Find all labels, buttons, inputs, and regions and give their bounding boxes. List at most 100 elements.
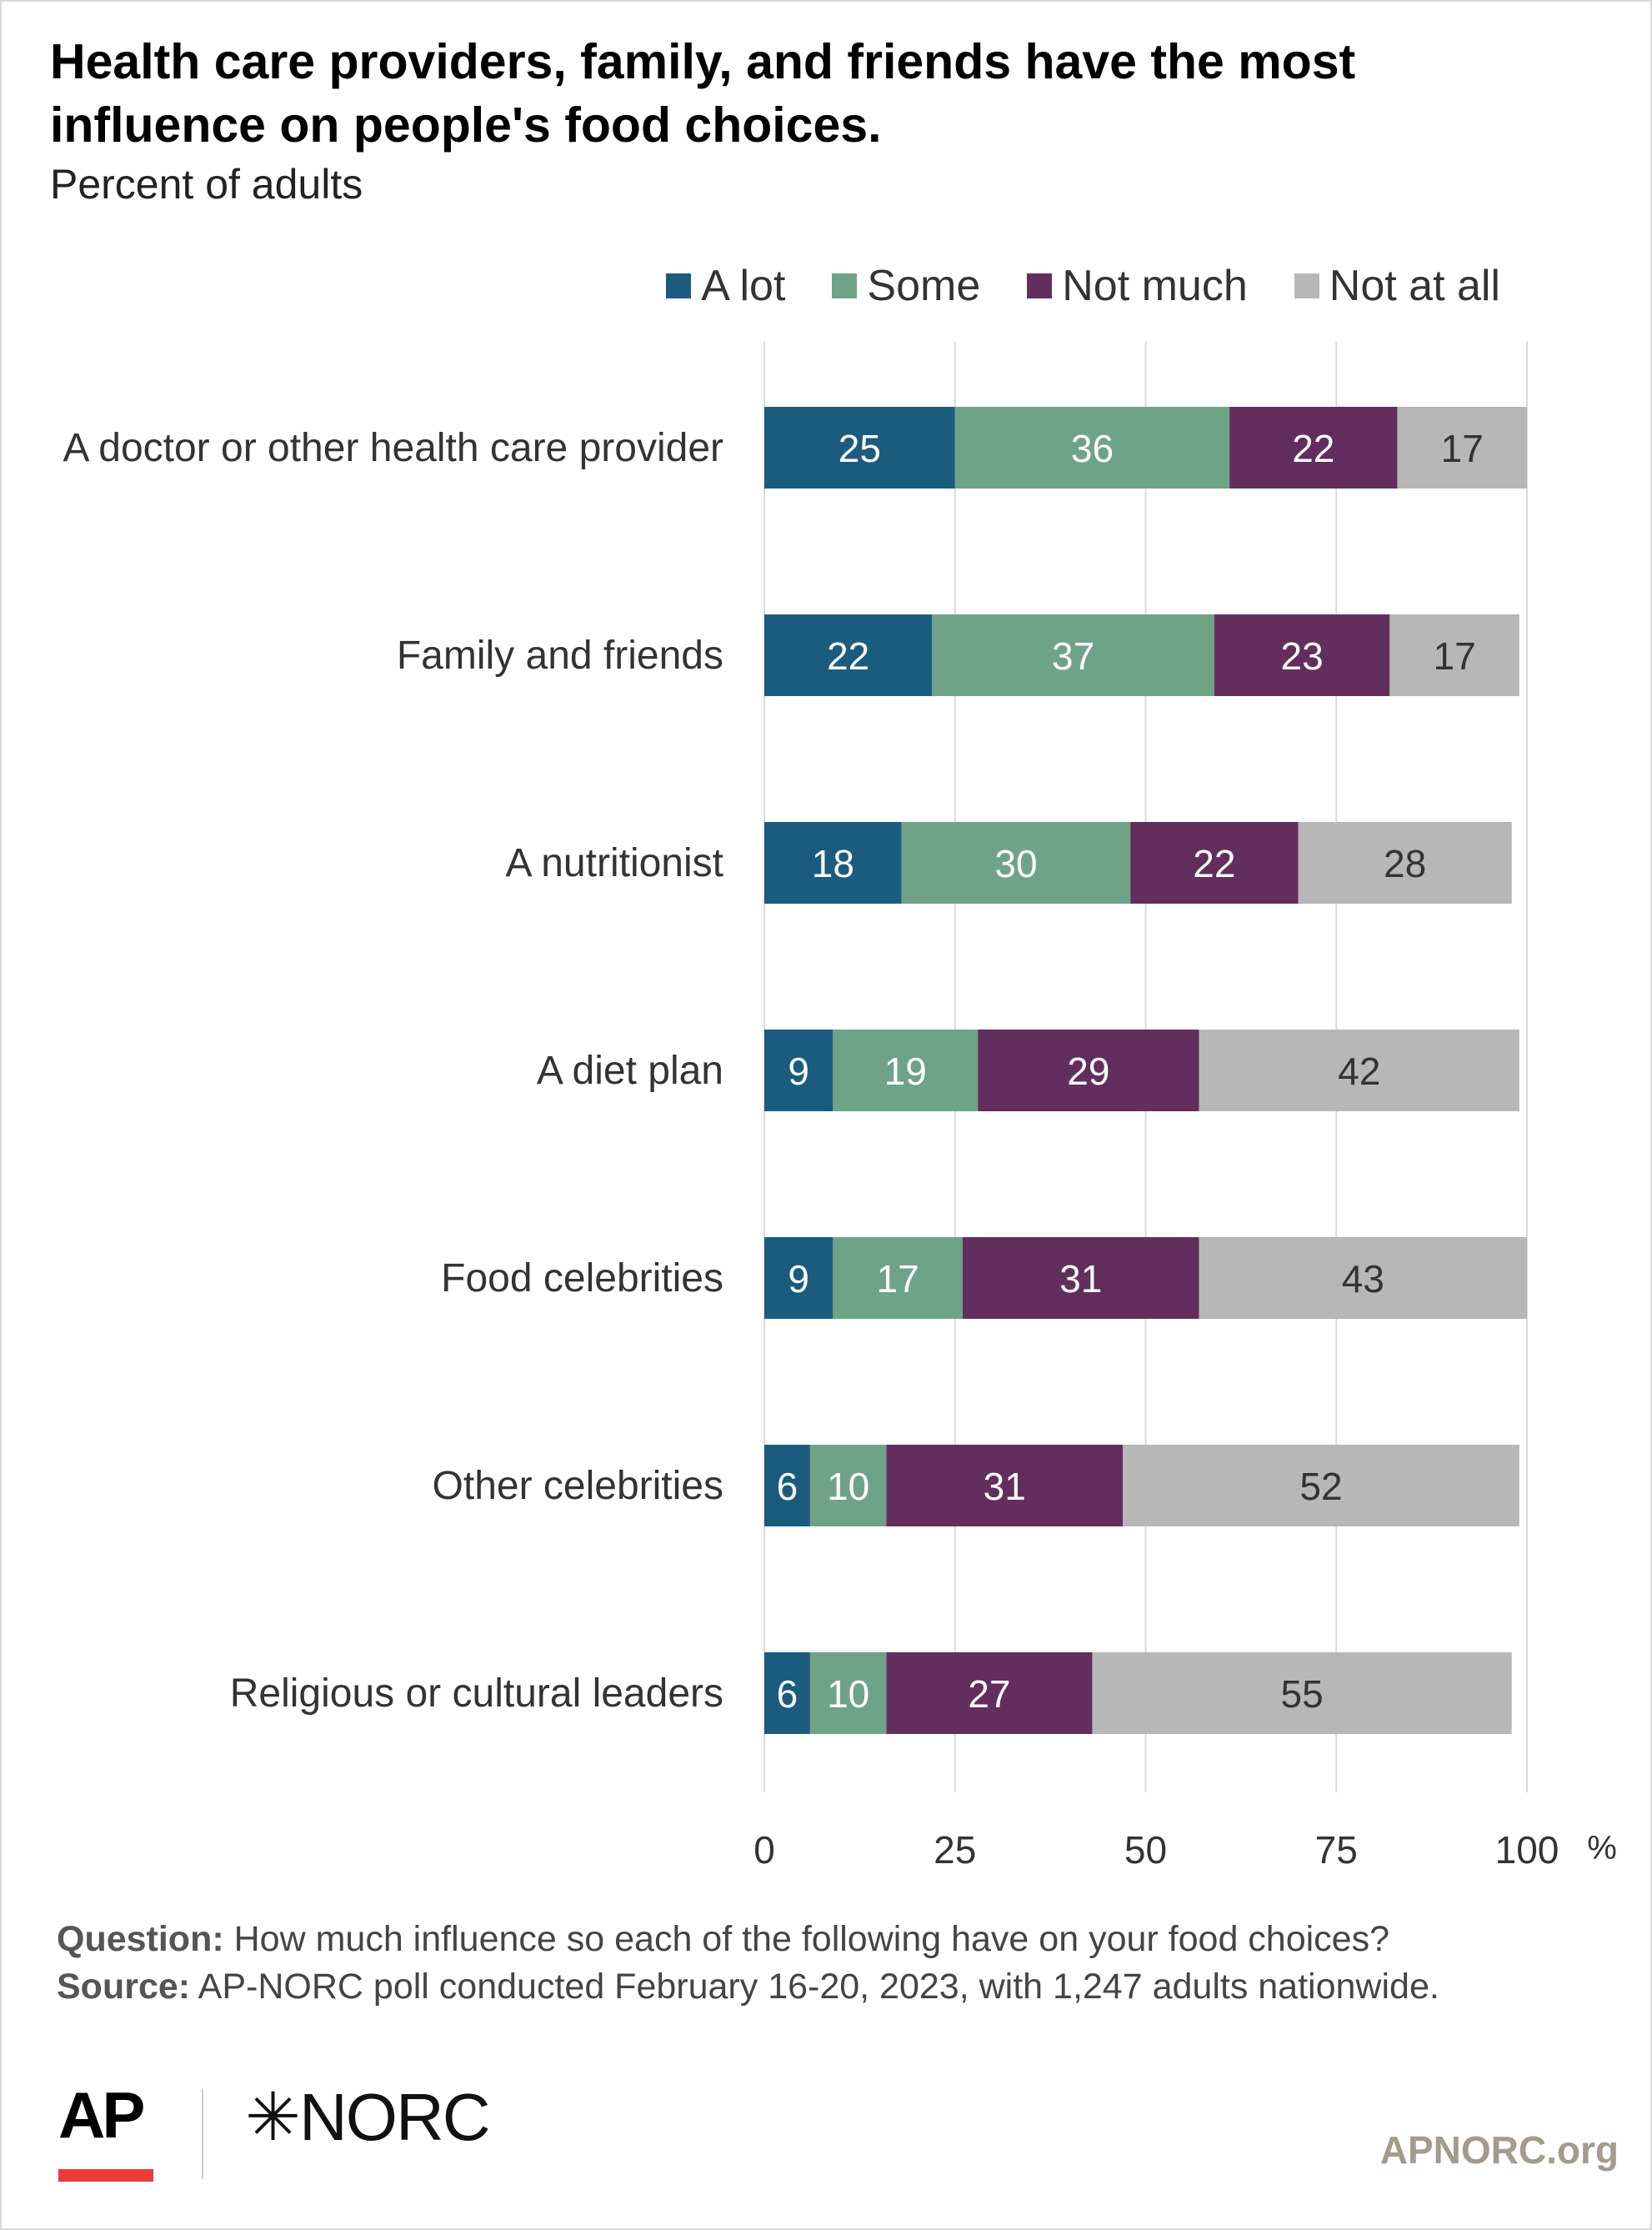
bar-segment <box>764 1652 810 1734</box>
data-label: 22 <box>1193 842 1235 885</box>
data-label: 22 <box>1292 427 1334 470</box>
category-label: A diet plan <box>537 1049 723 1093</box>
legend-label-not-at-all: Not at all <box>1329 262 1500 310</box>
site-link[interactable]: APNORC.org <box>1379 2128 1619 2172</box>
data-label: 6 <box>777 1672 798 1716</box>
legend-swatch-not-much <box>1027 273 1053 298</box>
bar-segment <box>764 614 933 696</box>
ap-logo-underline <box>58 2169 153 2182</box>
data-label: 23 <box>1280 634 1323 678</box>
data-label: 55 <box>1280 1672 1323 1716</box>
data-label: 31 <box>984 1465 1026 1508</box>
bar-segment <box>1123 1445 1519 1526</box>
source-text: AP-NORC poll conducted February 16-20, 2… <box>190 1967 1439 2007</box>
bar-segment <box>1389 614 1519 696</box>
bar-segment <box>764 1445 810 1526</box>
bar-segment <box>901 822 1131 904</box>
chart-subtitle: Percent of adults <box>50 161 363 208</box>
x-tick-label: 50 <box>1124 1828 1167 1872</box>
data-label: 29 <box>1067 1050 1109 1093</box>
norc-logo-text: NORC <box>299 2080 491 2154</box>
x-tick-label: 25 <box>934 1828 976 1872</box>
question-note: Question: How much influence so each of … <box>57 1916 1607 1963</box>
bar-segment <box>932 614 1214 696</box>
data-label: 27 <box>968 1672 1010 1716</box>
legend: A lot Some Not much Not at all <box>583 257 1500 315</box>
legend-item-some: Some <box>832 261 980 311</box>
data-label: 17 <box>1433 634 1475 678</box>
legend-label-a-lot: A lot <box>701 262 786 310</box>
category-label: A doctor or other health care provider <box>63 426 723 470</box>
data-label: 37 <box>1052 634 1094 678</box>
bar-segment <box>954 407 1230 489</box>
data-label: 36 <box>1071 427 1114 470</box>
data-label: 31 <box>1059 1257 1102 1300</box>
logo-divider <box>202 2089 203 2179</box>
bar-segment <box>809 1445 887 1526</box>
legend-label-some: Some <box>867 262 981 310</box>
bar-segment <box>764 407 955 489</box>
data-label: 22 <box>827 634 869 678</box>
norc-mark-icon: ✳ <box>245 2080 301 2154</box>
bar-segment <box>1199 1030 1519 1111</box>
data-label: 18 <box>812 842 854 885</box>
question-label: Question: <box>57 1919 224 1959</box>
data-label: 6 <box>777 1465 798 1508</box>
chart-footer: Question: How much influence so each of … <box>57 1916 1607 2011</box>
bar-segment <box>833 1237 963 1319</box>
x-tick-label: 75 <box>1315 1828 1358 1872</box>
bar-segment <box>764 1237 834 1319</box>
bar-segment <box>833 1030 979 1111</box>
stacked-bar-chart: A doctor or other health care provider 25… <box>63 342 1617 1872</box>
legend-item-not-much: Not much <box>1027 261 1248 311</box>
category-label: Family and friends <box>397 634 723 678</box>
data-label: 17 <box>877 1257 919 1300</box>
data-label: 10 <box>827 1465 869 1508</box>
bar-segment <box>764 1030 834 1111</box>
data-label: 10 <box>827 1672 869 1716</box>
data-label: 30 <box>994 842 1037 885</box>
bar-segment <box>764 822 902 904</box>
bar-segment <box>1214 614 1390 696</box>
data-label: 19 <box>884 1050 927 1093</box>
bar-segment <box>1130 822 1299 904</box>
chart-title: Health care providers, family, and frien… <box>50 34 1356 153</box>
bar-segment <box>1092 1652 1512 1734</box>
legend-label-not-much: Not much <box>1062 262 1248 310</box>
bar-segment <box>1229 407 1398 489</box>
legend-item-not-at-all: Not at all <box>1294 261 1500 311</box>
x-tick-label: 0 <box>753 1828 775 1872</box>
bar-segment <box>886 1445 1124 1526</box>
bar-segment <box>809 1652 887 1734</box>
bar-segment <box>886 1652 1093 1734</box>
category-label: A nutritionist <box>506 841 723 885</box>
data-label: 9 <box>788 1050 809 1093</box>
data-label: 25 <box>839 427 881 470</box>
legend-swatch-some <box>832 273 858 298</box>
legend-swatch-not-at-all <box>1294 273 1319 298</box>
source-label: Source: <box>57 1967 191 2007</box>
category-label: Food celebrities <box>441 1256 723 1300</box>
category-label: Religious or cultural leaders <box>230 1671 723 1716</box>
data-label: 43 <box>1342 1257 1384 1300</box>
data-label: 9 <box>788 1257 809 1300</box>
bar-segment <box>978 1030 1199 1111</box>
bar-segment <box>1397 407 1527 489</box>
legend-swatch-a-lot <box>666 273 692 298</box>
data-label: 28 <box>1384 842 1426 885</box>
legend-item-a-lot: A lot <box>666 261 785 311</box>
bar-segment <box>1298 822 1512 904</box>
data-label: 52 <box>1299 1465 1342 1508</box>
x-tick-label: 100 <box>1495 1828 1559 1872</box>
data-label: 42 <box>1338 1050 1380 1093</box>
norc-logo: ✳NORC <box>245 2084 491 2151</box>
bar-segment <box>1199 1237 1527 1319</box>
bar-segment <box>962 1237 1199 1319</box>
source-note: Source: AP-NORC poll conducted February … <box>57 1963 1607 2011</box>
x-axis-unit: % <box>1587 1830 1617 1867</box>
data-label: 17 <box>1441 427 1484 470</box>
question-text: How much influence so each of the follow… <box>223 1919 1390 1959</box>
ap-logo: AP <box>58 2078 145 2152</box>
category-label: Other celebrities <box>433 1464 723 1508</box>
